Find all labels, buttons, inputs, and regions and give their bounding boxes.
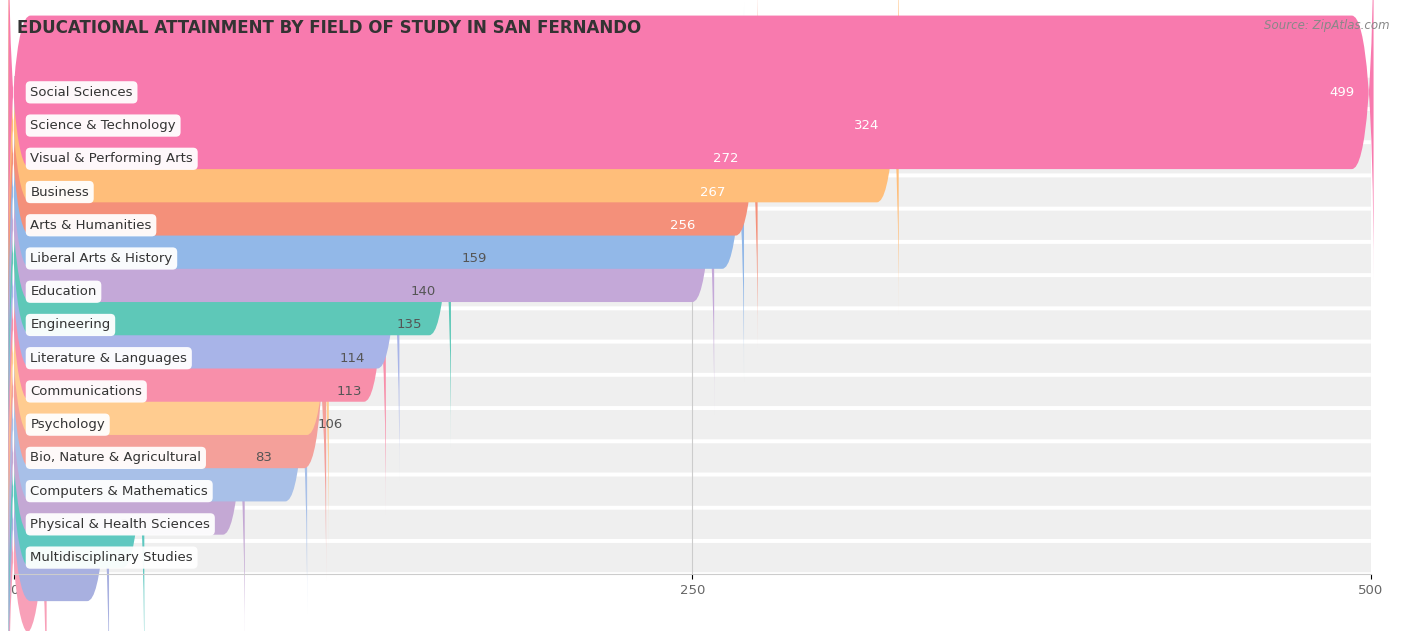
Text: Social Sciences: Social Sciences (31, 86, 132, 99)
FancyBboxPatch shape (14, 78, 1371, 107)
Text: Source: ZipAtlas.com: Source: ZipAtlas.com (1264, 19, 1389, 32)
FancyBboxPatch shape (14, 277, 1371, 307)
Text: 113: 113 (337, 385, 363, 398)
FancyBboxPatch shape (14, 410, 1371, 439)
Text: 499: 499 (1330, 86, 1354, 99)
FancyBboxPatch shape (8, 69, 451, 447)
Text: 114: 114 (340, 351, 366, 365)
FancyBboxPatch shape (8, 136, 385, 514)
Text: Multidisciplinary Studies: Multidisciplinary Studies (31, 551, 193, 564)
FancyBboxPatch shape (8, 0, 1374, 281)
Text: 140: 140 (411, 285, 436, 298)
FancyBboxPatch shape (14, 244, 1371, 273)
Text: Business: Business (31, 186, 89, 199)
FancyBboxPatch shape (8, 0, 898, 315)
Text: 159: 159 (461, 252, 486, 265)
FancyBboxPatch shape (14, 343, 1371, 373)
FancyBboxPatch shape (8, 369, 46, 631)
Text: 256: 256 (669, 219, 695, 232)
FancyBboxPatch shape (8, 0, 758, 348)
FancyBboxPatch shape (8, 3, 744, 381)
Text: Arts & Humanities: Arts & Humanities (31, 219, 152, 232)
Text: Education: Education (31, 285, 97, 298)
FancyBboxPatch shape (8, 235, 307, 614)
FancyBboxPatch shape (14, 111, 1371, 140)
Text: Bio, Nature & Agricultural: Bio, Nature & Agricultural (31, 451, 201, 464)
FancyBboxPatch shape (14, 377, 1371, 406)
Text: 33: 33 (120, 518, 136, 531)
FancyBboxPatch shape (8, 335, 110, 631)
FancyBboxPatch shape (14, 310, 1371, 339)
Text: 83: 83 (256, 451, 273, 464)
Text: Communications: Communications (31, 385, 142, 398)
Text: Engineering: Engineering (31, 319, 111, 331)
FancyBboxPatch shape (14, 177, 1371, 207)
Text: Psychology: Psychology (31, 418, 105, 431)
FancyBboxPatch shape (14, 476, 1371, 506)
FancyBboxPatch shape (14, 211, 1371, 240)
Text: Computers & Mathematics: Computers & Mathematics (31, 485, 208, 498)
Text: Liberal Arts & History: Liberal Arts & History (31, 252, 173, 265)
FancyBboxPatch shape (8, 103, 399, 481)
Text: Science & Technology: Science & Technology (31, 119, 176, 132)
Text: Literature & Languages: Literature & Languages (31, 351, 187, 365)
FancyBboxPatch shape (8, 203, 326, 581)
Text: Visual & Performing Arts: Visual & Performing Arts (31, 152, 193, 165)
Text: 272: 272 (713, 152, 738, 165)
Text: EDUCATIONAL ATTAINMENT BY FIELD OF STUDY IN SAN FERNANDO: EDUCATIONAL ATTAINMENT BY FIELD OF STUDY… (17, 19, 641, 37)
FancyBboxPatch shape (14, 144, 1371, 174)
FancyBboxPatch shape (14, 443, 1371, 473)
Text: 46: 46 (155, 485, 172, 498)
Text: 267: 267 (700, 186, 725, 199)
FancyBboxPatch shape (8, 302, 145, 631)
Text: 10: 10 (58, 551, 75, 564)
FancyBboxPatch shape (8, 169, 329, 547)
Text: 135: 135 (396, 319, 422, 331)
FancyBboxPatch shape (14, 510, 1371, 539)
FancyBboxPatch shape (8, 36, 714, 415)
FancyBboxPatch shape (14, 543, 1371, 572)
Text: 324: 324 (855, 119, 880, 132)
Text: Physical & Health Sciences: Physical & Health Sciences (31, 518, 211, 531)
Text: 106: 106 (318, 418, 343, 431)
FancyBboxPatch shape (8, 269, 245, 631)
